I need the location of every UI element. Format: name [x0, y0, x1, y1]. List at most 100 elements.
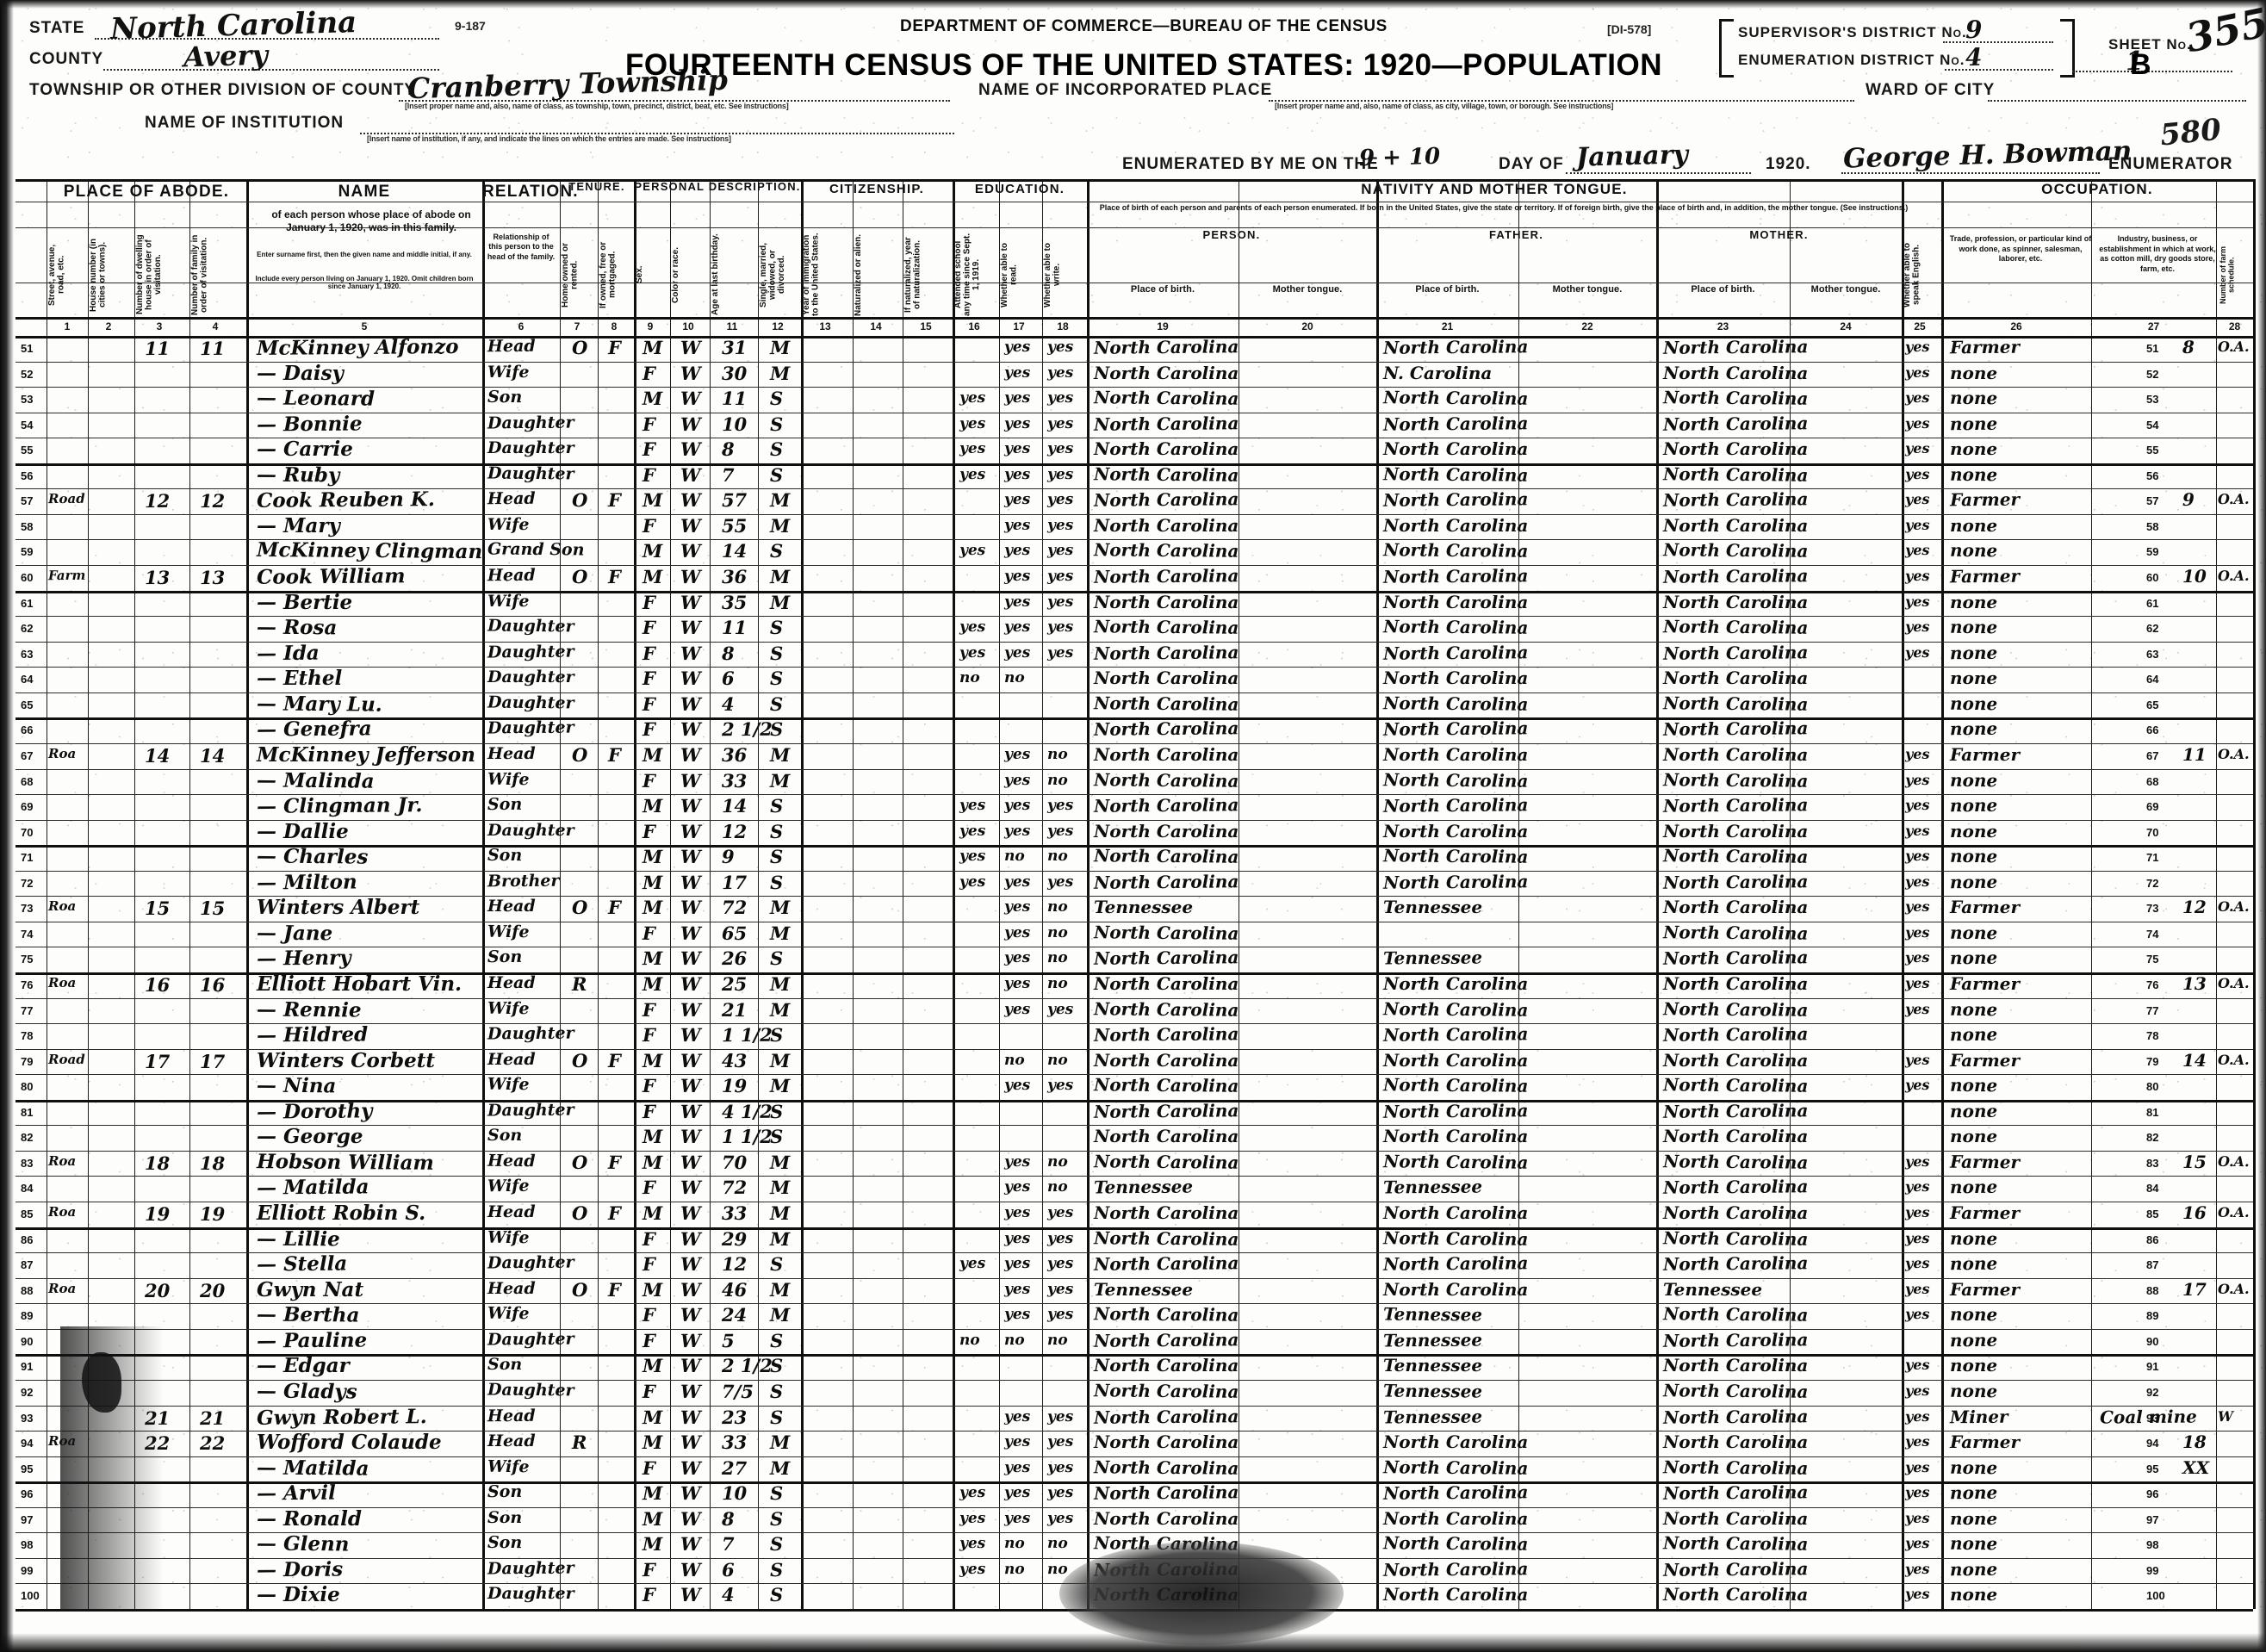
table-row[interactable]: 93932121Gwyn Robert L.HeadMW23SyesyesNor… — [16, 1405, 2253, 1432]
cell-relation: Daughter — [487, 1584, 574, 1604]
table-row[interactable]: 9494Roa2222Wofford ColaudeHeadRMW33Myesy… — [16, 1431, 2253, 1456]
row-divider — [16, 488, 2253, 490]
row-number-left: 92 — [21, 1385, 34, 1399]
cell-name: McKinney Alfonzo — [256, 334, 459, 361]
cell-color: W — [680, 1355, 701, 1377]
cell-relation: Daughter — [487, 668, 574, 687]
cell-can-write: no — [1046, 923, 1068, 941]
cell-relation: Head — [487, 1432, 536, 1451]
cell-pob-person: North Carolina — [1094, 973, 1239, 994]
table-row[interactable]: 65 65 — Mary Lu. Daughter F W 4 S North Carolina… — [16, 692, 2253, 718]
cell-occupation: none — [1949, 1329, 1998, 1351]
cell-pob-mother: North Carolina — [1663, 668, 1809, 689]
cell-family: 18 — [199, 1152, 226, 1175]
cell-pob-father: North Carolina — [1382, 1532, 1529, 1556]
table-row[interactable]: 67 67 Roa 14 14 McKinney Jefferson Head O F M W 36 M… — [16, 743, 2253, 769]
cell-occupation: none — [1950, 1584, 1998, 1605]
cell-color: W — [680, 1024, 701, 1046]
row-number-right: 55 — [2146, 444, 2159, 457]
row-number-right: 52 — [2146, 367, 2159, 381]
row-number-right: 77 — [2146, 1003, 2159, 1017]
row-number-left: 81 — [21, 1105, 34, 1119]
cell-attended-school: yes — [959, 1535, 986, 1553]
cell-sex: M — [642, 1533, 663, 1556]
cell-marital: M — [769, 1456, 791, 1479]
cell-farm-schedule: 9 — [2182, 489, 2195, 511]
table-row[interactable]: 81 81 — Dorothy Daughter F W 4 1/2 S North Carol… — [16, 1099, 2253, 1126]
cell-color: W — [680, 1432, 701, 1454]
cell-occupation: none — [1949, 1252, 1998, 1275]
cell-pob-mother: North Carolina — [1662, 387, 1809, 409]
table-row[interactable]: 78 78 — Hildred Daughter F W 1 1/2 S North Carol… — [16, 1023, 2253, 1049]
cell-color: W — [680, 617, 701, 639]
cell-pob-mother: North Carolina — [1663, 1507, 1809, 1529]
row-divider — [16, 794, 2253, 796]
table-row[interactable]: 92 92 — Gladys Daughter F W 7/5 S North Carolina… — [16, 1379, 2253, 1406]
cell-age: 33 — [722, 1432, 748, 1454]
cell-can-read: yes — [1003, 643, 1031, 661]
row-number-left: 82 — [21, 1131, 34, 1145]
table-row[interactable]: 82 82 — George Son M W 1 1/2 S North Carolina Nor… — [16, 1125, 2253, 1151]
cell-attended-school: no — [959, 669, 980, 687]
cell-name: — George — [257, 1125, 363, 1149]
table-row[interactable]: 91 91 — Edgar Son M W 2 1/2 S North Carolina Tenn… — [16, 1354, 2253, 1380]
relation-column-desc: Relationship of this person to the head … — [487, 233, 556, 261]
table-row[interactable]: 76 76 Roa 16 16 Elliott Hobart Vin. Head R M W 25 M… — [16, 972, 2253, 998]
cell-sex: M — [643, 1049, 663, 1071]
cell-occupation: none — [1950, 1126, 1998, 1147]
row-divider — [16, 1048, 2253, 1050]
cell-speak-english: yes — [1905, 898, 1930, 916]
cell-pob-mother: North Carolina — [1662, 947, 1809, 970]
cell-age: 43 — [722, 1049, 748, 1071]
table-row[interactable]: 66 66 — Genefra Daughter F W 2 1/2 S North Carol… — [16, 717, 2253, 743]
cell-color: W — [680, 718, 701, 741]
cell-home-owned: R — [572, 973, 587, 995]
cell-dwelling: 11 — [144, 337, 171, 360]
cell-can-read: yes — [1003, 923, 1031, 942]
cell-dwelling: 20 — [145, 1279, 171, 1301]
cell-can-read: yes — [1003, 1306, 1031, 1324]
cell-pob-father: North Carolina — [1383, 591, 1529, 612]
cell-pob-mother: North Carolina — [1662, 1532, 1809, 1556]
occ-trade-desc: Trade, profession, or particular kind of… — [1949, 234, 2092, 264]
cell-street: Road — [47, 491, 85, 507]
